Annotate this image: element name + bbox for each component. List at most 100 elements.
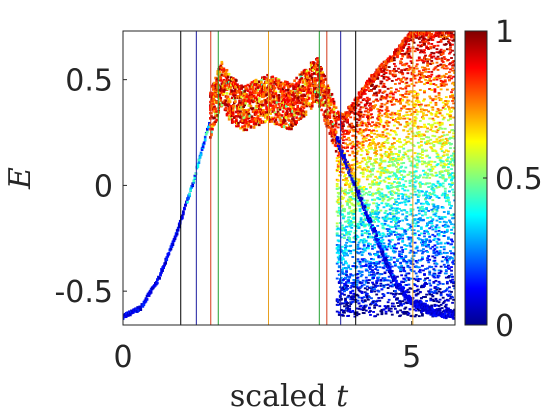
data-point: [376, 253, 380, 256]
data-point: [388, 92, 392, 95]
data-point: [347, 191, 351, 194]
data-point: [320, 99, 323, 103]
data-point: [399, 116, 402, 119]
data-point: [359, 304, 363, 307]
data-point: [373, 274, 377, 277]
data-point: [258, 118, 262, 121]
data-point: [302, 72, 306, 75]
data-point: [307, 80, 311, 84]
data-point: [352, 279, 356, 281]
data-point: [352, 221, 356, 224]
data-point: [397, 109, 400, 112]
data-point: [216, 70, 219, 73]
data-point: [383, 141, 387, 143]
data-point: [362, 218, 366, 221]
data-point: [344, 142, 347, 145]
data-point: [407, 103, 411, 106]
data-point: [339, 309, 343, 312]
data-point: [363, 229, 367, 232]
data-point: [390, 272, 394, 276]
data-point: [356, 193, 360, 197]
data-point: [375, 304, 379, 307]
data-point: [412, 67, 416, 70]
data-point: [263, 75, 266, 79]
data-point: [257, 119, 261, 123]
data-point: [401, 213, 405, 216]
data-point: [342, 258, 345, 261]
data-point: [350, 226, 354, 229]
data-point: [389, 310, 393, 313]
data-point: [352, 185, 356, 188]
data-point: [389, 151, 393, 154]
data-point: [396, 188, 399, 191]
data-point: [379, 256, 383, 259]
data-point: [392, 54, 396, 57]
data-point: [403, 139, 407, 141]
data-point: [197, 158, 201, 162]
data-point: [346, 150, 349, 153]
data-point: [361, 144, 365, 147]
data-point: [340, 245, 344, 248]
data-point: [211, 92, 214, 96]
data-point: [400, 71, 404, 74]
data-point: [361, 171, 365, 174]
data-point: [156, 278, 159, 281]
data-point: [281, 82, 285, 85]
data-point: [376, 279, 380, 282]
data-point: [187, 197, 190, 200]
data-point: [352, 296, 356, 299]
data-point: [391, 274, 395, 277]
data-point: [337, 151, 341, 154]
data-point: [380, 105, 384, 108]
data-point: [398, 171, 401, 174]
data-point: [396, 235, 399, 238]
data-point: [235, 115, 238, 118]
data-point: [369, 78, 372, 82]
data-point: [377, 92, 381, 94]
data-point: [378, 198, 382, 201]
data-point: [349, 125, 353, 128]
data-point: [334, 124, 338, 128]
data-point: [359, 106, 363, 109]
data-point: [393, 220, 397, 223]
data-point: [283, 119, 287, 122]
data-point: [374, 254, 378, 257]
data-point: [248, 114, 252, 118]
data-point: [402, 156, 406, 159]
data-point: [139, 308, 143, 311]
data-point: [202, 141, 206, 145]
data-point: [200, 148, 204, 151]
data-point: [368, 224, 371, 227]
data-point: [386, 100, 390, 103]
data-point: [336, 136, 340, 140]
data-point: [380, 143, 384, 146]
data-point: [348, 309, 352, 312]
data-point: [387, 307, 391, 310]
data-point: [374, 86, 378, 89]
data-point: [304, 113, 308, 116]
data-point: [335, 157, 339, 160]
data-point: [341, 151, 344, 155]
data-point: [368, 265, 371, 268]
data-point: [405, 276, 409, 279]
data-point: [344, 253, 347, 256]
data-point: [335, 170, 339, 173]
data-point: [399, 270, 402, 273]
data-point: [171, 243, 175, 246]
data-point: [410, 155, 414, 158]
data-point: [347, 266, 351, 269]
data-point: [405, 85, 409, 88]
data-point: [242, 111, 245, 115]
data-point: [364, 107, 368, 110]
data-point: [380, 222, 384, 225]
data-point: [374, 123, 378, 126]
data-point: [386, 185, 390, 188]
data-point: [337, 156, 341, 159]
data-point: [406, 122, 410, 125]
data-point: [382, 82, 386, 85]
data-point: [226, 75, 230, 79]
data-point: [353, 204, 357, 207]
data-point: [248, 99, 252, 103]
data-point: [331, 132, 335, 135]
data-point: [373, 158, 377, 161]
